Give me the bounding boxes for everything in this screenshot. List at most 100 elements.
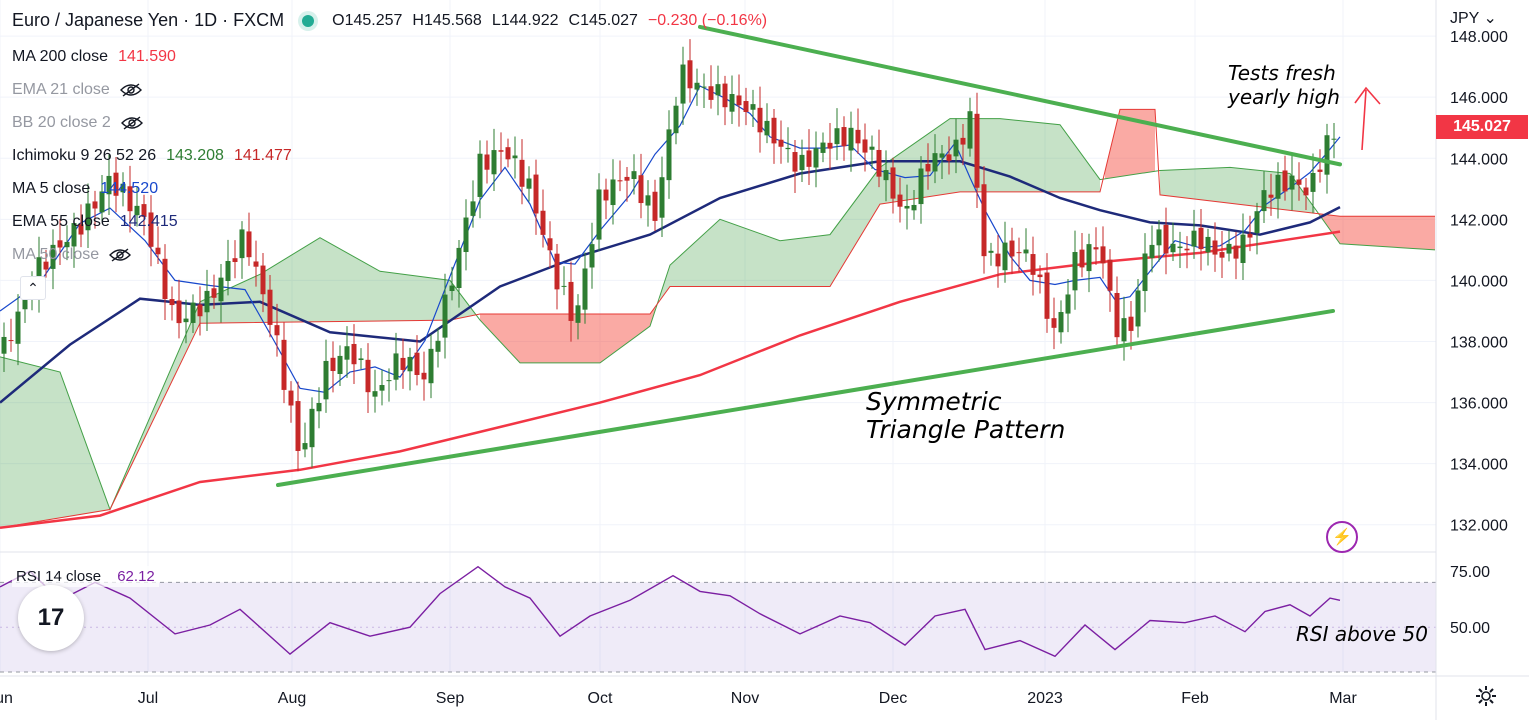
candle xyxy=(281,322,287,404)
legend-ma50[interactable]: MA 50 close xyxy=(12,238,292,271)
legend-ma5[interactable]: MA 5 close 144.520 xyxy=(12,172,292,205)
legend-value: 144.520 xyxy=(100,180,159,197)
ma5-line xyxy=(0,85,1341,394)
candle-body xyxy=(22,297,28,310)
candle xyxy=(708,65,714,109)
candle xyxy=(1079,233,1085,278)
candle xyxy=(211,274,217,309)
candle xyxy=(1303,178,1309,210)
candle-body xyxy=(736,95,742,106)
candle xyxy=(1331,122,1337,159)
candle-body xyxy=(1184,248,1190,251)
candle xyxy=(85,183,91,248)
candle-body xyxy=(57,240,63,248)
candle xyxy=(1170,222,1176,261)
annotation-line: Symmetric xyxy=(866,387,1002,416)
ohlc-open: O145.257 xyxy=(332,11,403,29)
candle xyxy=(120,172,126,207)
rsi-line xyxy=(0,565,1341,658)
lightning-icon[interactable]: ⚡ xyxy=(1326,521,1358,553)
candle xyxy=(673,96,679,145)
y-tick-label: 134.000 xyxy=(1450,457,1508,474)
candle-body xyxy=(729,94,735,112)
legend-ema21[interactable]: EMA 21 close xyxy=(12,73,292,106)
indicator-legend: MA 200 close 141.590 EMA 21 close BB 20 … xyxy=(12,40,292,271)
y-tick-label: 148.000 xyxy=(1450,29,1508,46)
candle-body xyxy=(127,186,133,212)
candle-body xyxy=(1114,293,1120,338)
candle xyxy=(1205,228,1211,266)
candle-body xyxy=(106,175,112,195)
candle-body xyxy=(8,340,14,342)
legend-ichimoku[interactable]: Ichimoku 9 26 52 26 143.208 141.477 xyxy=(12,139,292,172)
candle-body xyxy=(673,105,679,134)
rsi-tick-label: 75.00 xyxy=(1450,564,1490,581)
settings-gear-icon[interactable] xyxy=(1474,684,1498,708)
rsi-legend[interactable]: RSI 14 close 62.12 xyxy=(12,566,159,587)
trendline-lower xyxy=(276,308,1335,488)
currency-selector[interactable]: JPY ⌄ xyxy=(1450,8,1497,28)
candle-body xyxy=(1205,236,1211,253)
candle-body xyxy=(1058,312,1064,333)
x-tick-label: Jun xyxy=(0,690,13,707)
candle-body xyxy=(442,294,448,338)
candle-body xyxy=(533,174,539,214)
x-tick-label: Dec xyxy=(879,690,907,707)
candle xyxy=(995,234,1001,288)
tradingview-logo[interactable]: 17 xyxy=(18,585,84,651)
candle xyxy=(757,86,763,153)
candle-body xyxy=(1142,253,1148,292)
hidden-eye-icon[interactable] xyxy=(120,115,143,130)
candle-body xyxy=(1324,135,1330,175)
candle-body xyxy=(680,64,686,104)
candle-body xyxy=(71,223,77,247)
legend-bb20[interactable]: BB 20 close 2 xyxy=(12,106,292,139)
candle xyxy=(428,334,434,399)
symbol-title[interactable]: Euro / Japanese Yen · 1D · FXCM xyxy=(12,10,285,30)
candle-body xyxy=(764,120,770,136)
grid-lines xyxy=(0,0,1436,672)
hidden-eye-icon[interactable] xyxy=(109,247,132,262)
candle-body xyxy=(36,257,42,293)
collapse-legend-button[interactable]: ⌃ xyxy=(20,276,46,300)
candle xyxy=(890,157,896,214)
candle xyxy=(106,154,112,215)
candle xyxy=(337,345,343,386)
candle xyxy=(344,326,350,378)
candle-body xyxy=(694,82,700,90)
currency-label: JPY xyxy=(1450,10,1480,27)
candle xyxy=(1128,301,1134,350)
legend-ema55[interactable]: EMA 55 close 142.415 xyxy=(12,205,292,238)
candle-body xyxy=(939,153,945,158)
candle xyxy=(939,144,945,180)
candle xyxy=(274,303,280,357)
candle xyxy=(1184,236,1190,269)
candle xyxy=(190,294,196,334)
candle xyxy=(1317,149,1323,183)
candle xyxy=(883,150,889,202)
legend-ma200[interactable]: MA 200 close 141.590 xyxy=(12,40,292,73)
candle xyxy=(267,274,273,338)
candle xyxy=(666,110,672,199)
hidden-eye-icon[interactable] xyxy=(119,82,142,97)
logo-glyph: 17 xyxy=(37,604,65,631)
candle-body xyxy=(372,391,378,397)
cloud-bullish xyxy=(660,118,1100,301)
candle-body xyxy=(953,139,959,157)
candle-body xyxy=(1149,244,1155,259)
legend-label: MA 200 close xyxy=(12,48,109,65)
candle-body xyxy=(267,289,273,325)
candle xyxy=(799,139,805,183)
candle xyxy=(1058,300,1064,344)
candle xyxy=(176,279,182,339)
x-tick-label: Feb xyxy=(1181,690,1209,707)
candle xyxy=(477,140,483,219)
candle-body xyxy=(1079,249,1085,268)
candle xyxy=(820,132,826,163)
chart-header: Euro / Japanese Yen · 1D · FXCM O145.257… xyxy=(12,10,767,31)
candle-body xyxy=(253,261,259,267)
candle-body xyxy=(1282,170,1288,192)
candle-body xyxy=(687,60,693,89)
candle xyxy=(610,159,616,225)
